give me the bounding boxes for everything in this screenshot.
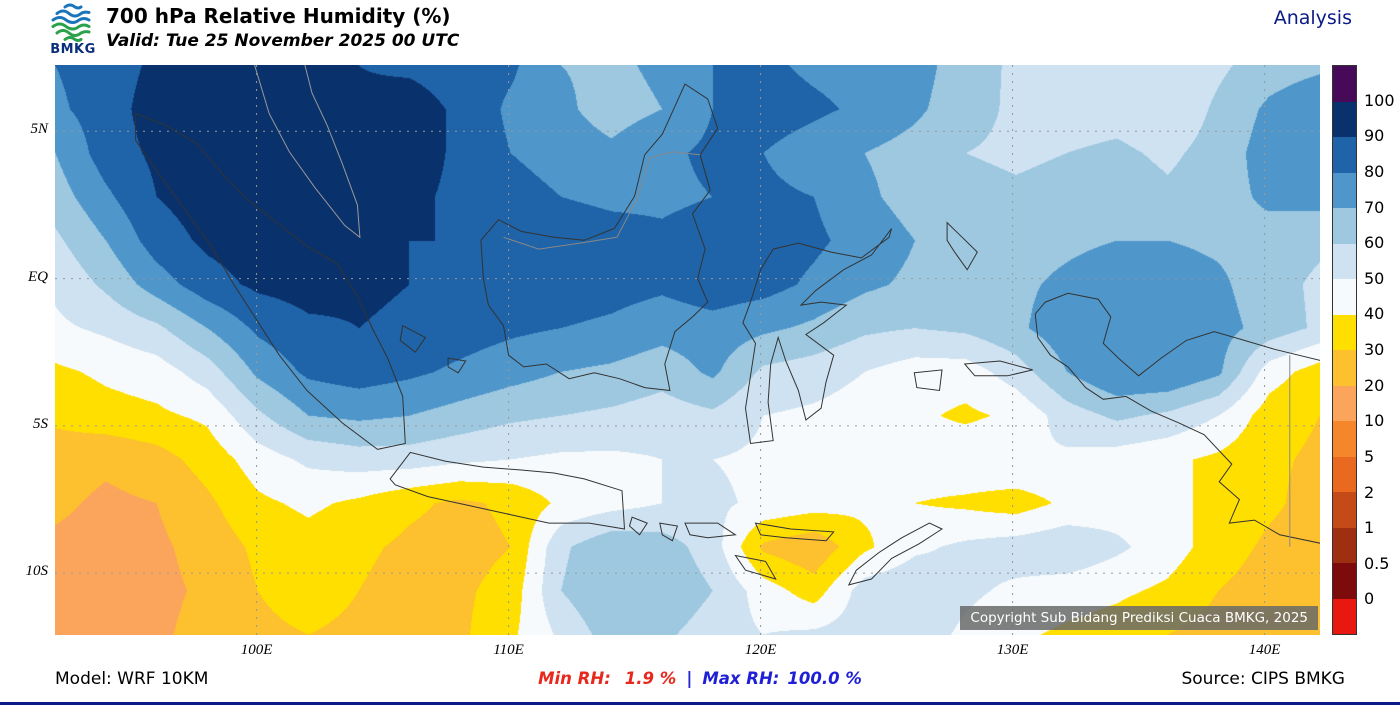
- colorbar-segment-6: [1333, 279, 1356, 315]
- coastline-sumatra: [135, 112, 406, 450]
- colorbar-label-30: 30: [1364, 340, 1385, 359]
- lon-tick-100E: 100E: [240, 642, 273, 658]
- colorbar-label-5: 5: [1364, 446, 1375, 466]
- colorbar-segment-0: [1333, 66, 1356, 102]
- coastline-papua: [1034, 292, 1320, 544]
- colorbar-label-80: 80: [1364, 161, 1385, 181]
- lat-tick-5N: 5N: [30, 121, 48, 138]
- map-area: Copyright Sub Bidang Prediksi Cuaca BMKG…: [55, 65, 1320, 635]
- coastline-seram: [963, 360, 1033, 377]
- copyright-badge: Copyright Sub Bidang Prediksi Cuaca BMKG…: [960, 606, 1318, 630]
- bmkg-logo-text: BMKG: [50, 42, 96, 57]
- colorbar-label-20: 20: [1364, 375, 1385, 395]
- colorbar-segment-11: [1333, 456, 1356, 492]
- map-overlay-svg: [55, 65, 1320, 635]
- lat-tick-5S: 5S: [33, 415, 48, 432]
- min-rh-label: Min RH:: [538, 669, 611, 688]
- coastline-bali: [628, 516, 648, 536]
- coastline-halmahera: [946, 221, 978, 271]
- colorbar-segment-14: [1333, 563, 1356, 599]
- valid-time-label: Valid: Tue 25 November 2025 00 UTC: [106, 31, 460, 51]
- coastline-sulawesi: [742, 228, 893, 445]
- max-rh-label: Max RH:: [702, 669, 780, 688]
- lon-tick-120E: 120E: [744, 642, 777, 658]
- colorbar-label-90: 90: [1364, 126, 1385, 146]
- colorbar-segment-1: [1333, 101, 1356, 137]
- max-rh-value: 100.0 %: [787, 669, 862, 688]
- coastline-border-kalimantan: [503, 151, 701, 250]
- colorbar-label-1: 1: [1364, 518, 1375, 538]
- lon-tick-110E: 110E: [493, 642, 524, 658]
- colorbar-segment-4: [1333, 208, 1356, 244]
- lat-tick-EQ: EQ: [28, 268, 48, 285]
- colorbar-segment-10: [1333, 421, 1356, 457]
- colorbar-segment-7: [1333, 314, 1356, 350]
- colorbar-segment-15: [1333, 598, 1356, 634]
- coastline-lombok: [659, 522, 679, 542]
- bmkg-logo: BMKG: [44, 2, 102, 62]
- analysis-label: Analysis: [1273, 7, 1352, 29]
- model-label: Model: WRF 10KM: [55, 669, 209, 689]
- source-label: Source: CIPS BMKG: [1181, 669, 1345, 689]
- minmax-stats: Min RH: 1.9 % | Max RH: 100.0 %: [0, 669, 1400, 689]
- colorbar-label-60: 60: [1364, 233, 1385, 253]
- lat-tick-10S: 10S: [25, 563, 49, 580]
- min-rh-value: 1.9 %: [624, 669, 677, 688]
- coastline-timor: [847, 522, 944, 586]
- lon-tick-130E: 130E: [996, 642, 1029, 658]
- colorbar-segment-13: [1333, 527, 1356, 563]
- coastline-flores: [754, 522, 835, 542]
- lon-tick-140E: 140E: [1248, 642, 1281, 658]
- colorbar-label-70: 70: [1364, 197, 1385, 217]
- bottom-divider: [0, 702, 1400, 705]
- colorbar-label-2: 2: [1364, 482, 1375, 502]
- colorbar-label-50: 50: [1364, 268, 1385, 288]
- colorbar-label-0: 0: [1364, 589, 1375, 609]
- coastline-malay-peninsula: [254, 65, 361, 239]
- rh-contour-canvas: [55, 65, 1320, 635]
- coastline-sumbawa: [684, 522, 737, 539]
- colorbar-segment-8: [1333, 350, 1356, 386]
- minmax-separator: |: [686, 669, 693, 688]
- coastline-belitung: [447, 357, 467, 374]
- colorbar-segment-9: [1333, 385, 1356, 421]
- colorbar-segment-5: [1333, 243, 1356, 279]
- coastline-sumba: [734, 554, 777, 580]
- colorbar-segment-3: [1333, 172, 1356, 208]
- colorbar-label-10: 10: [1364, 411, 1385, 431]
- colorbar-label-100: 100: [1364, 90, 1395, 110]
- colorbar-segment-2: [1333, 137, 1356, 173]
- colorbar: [1332, 65, 1357, 635]
- bmkg-globe-icon: [51, 3, 91, 42]
- colorbar-segment-12: [1333, 492, 1356, 528]
- coastline-buru: [913, 369, 943, 392]
- colorbar-label-40: 40: [1364, 304, 1385, 324]
- coastline-bangka: [399, 324, 427, 353]
- coastline-borneo: [480, 83, 719, 392]
- colorbar-label-0.5: 0.5: [1364, 553, 1390, 573]
- coastline-java: [389, 451, 626, 530]
- page-title: 700 hPa Relative Humidity (%): [106, 4, 451, 28]
